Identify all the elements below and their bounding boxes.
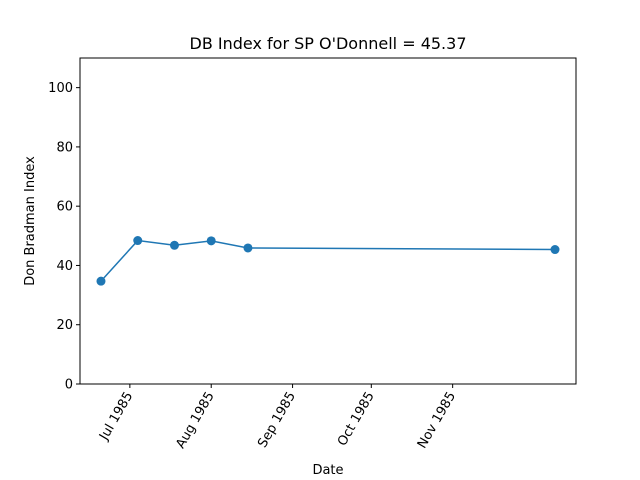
- x-axis: Jul 1985 Aug 1985 Sep 1985 Oct 1985 Nov 1985: [96, 384, 459, 451]
- x-tick-label: Oct 1985: [335, 390, 378, 449]
- plot-area: [79, 57, 577, 385]
- y-tick-label: 60: [56, 200, 73, 215]
- data-point: [206, 236, 216, 246]
- data-point: [169, 240, 179, 250]
- data-point: [550, 245, 560, 255]
- x-tick-label: Nov 1985: [415, 390, 459, 452]
- data-point: [243, 243, 253, 253]
- y-axis: 0 20 40 60 80 100: [48, 81, 80, 393]
- series-layer: [96, 236, 560, 286]
- series-line: [100, 239, 556, 282]
- y-axis-label: Don Bradman Index: [23, 156, 38, 286]
- data-point: [133, 236, 143, 246]
- y-tick-label: 80: [56, 140, 73, 155]
- x-tick-label: Aug 1985: [173, 390, 217, 452]
- data-point: [96, 276, 106, 286]
- y-tick-label: 100: [48, 81, 73, 96]
- x-tick-label: Sep 1985: [255, 390, 299, 451]
- chart-title: DB Index for SP O'Donnell = 45.37: [190, 34, 467, 53]
- x-axis-label: Date: [312, 463, 343, 478]
- y-tick-label: 40: [56, 259, 73, 274]
- x-tick-label: Jul 1985: [96, 390, 136, 444]
- y-tick-label: 20: [56, 318, 73, 333]
- y-tick-label: 0: [65, 378, 73, 393]
